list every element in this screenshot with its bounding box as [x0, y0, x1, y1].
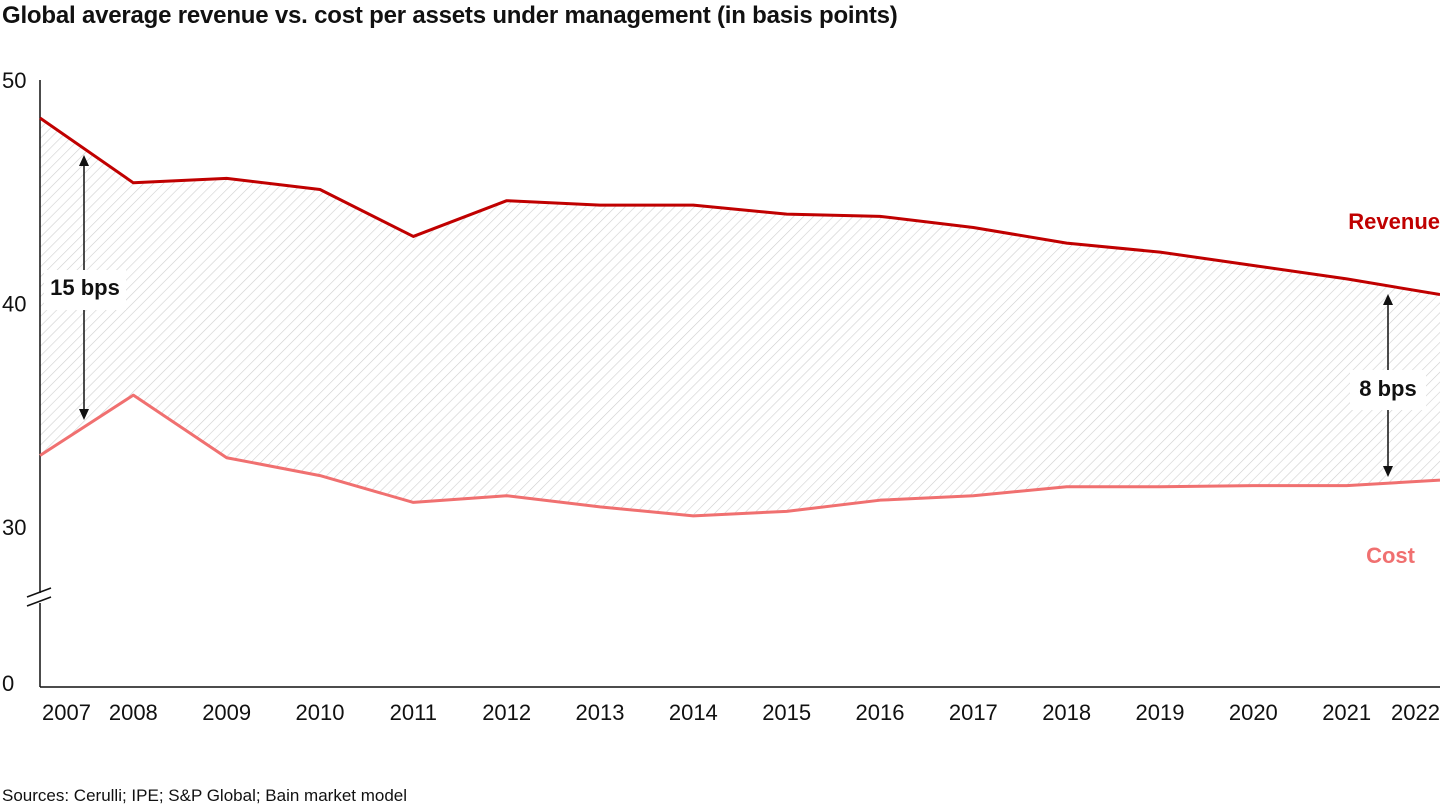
x-tick-label: 2007	[42, 700, 91, 725]
axes	[26, 80, 1440, 688]
source-note: Sources: Cerulli; IPE; S&P Global; Bain …	[2, 786, 408, 805]
y-tick-label: 0	[2, 671, 14, 696]
annotation-label-bg	[44, 270, 126, 310]
x-tick-label: 2009	[202, 700, 251, 725]
x-tick-label: 2016	[856, 700, 905, 725]
arrow-head-down	[1383, 466, 1393, 477]
x-tick-label: 2017	[949, 700, 998, 725]
gap-band-fill	[40, 117, 1440, 516]
x-tick-label: 2021	[1322, 700, 1371, 725]
annotation-arrow-15-bps: 15 bps	[44, 155, 126, 420]
x-tick-label: 2011	[390, 700, 437, 725]
series-label-revenue: Revenue	[1348, 209, 1440, 234]
arrow-head-down	[79, 409, 89, 420]
y-tick-label: 50	[2, 68, 26, 93]
x-tick-label: 2008	[109, 700, 158, 725]
annotation-arrow-8-bps: 8 bps	[1350, 294, 1426, 477]
x-tick-label: 2014	[669, 700, 718, 725]
y-tick-label: 30	[2, 515, 26, 540]
x-tick-label: 2019	[1136, 700, 1185, 725]
tick-labels: 50 40 30 0 2007 2008 2009 2010 2011 2012 2013 2014 2…	[2, 68, 1440, 725]
x-tick-label: 2020	[1229, 700, 1278, 725]
line-chart: Revenue Cost 50 40 30 0 2007 2008 2009 2010 2011 2…	[2, 68, 1440, 725]
x-tick-label: 2010	[296, 700, 345, 725]
series-label-cost: Cost	[1366, 543, 1416, 568]
gap-band	[40, 117, 1440, 516]
chart-title: Global average revenue vs. cost per asse…	[2, 2, 898, 29]
annotation-label-15-bps: 15 bps	[50, 275, 120, 300]
x-tick-label: 2012	[482, 700, 531, 725]
series-line-revenue	[39, 116, 1440, 297]
axis-break-mark	[26, 596, 52, 607]
arrow-head-up	[1383, 294, 1393, 305]
annotations: 15 bps 8 bps	[44, 155, 1426, 477]
y-tick-label: 40	[2, 292, 26, 317]
annotation-label-8-bps: 8 bps	[1359, 376, 1416, 401]
arrow-head-up	[79, 155, 89, 166]
x-tick-label: 2018	[1042, 700, 1091, 725]
series-lines: Revenue Cost	[39, 116, 1440, 568]
series-line-cost	[39, 393, 1440, 518]
x-tick-label: 2013	[576, 700, 625, 725]
annotation-label-bg	[1350, 370, 1426, 410]
x-tick-label: 2015	[762, 700, 811, 725]
x-tick-label: 2022	[1391, 700, 1440, 725]
axis-break-mark	[26, 587, 52, 598]
